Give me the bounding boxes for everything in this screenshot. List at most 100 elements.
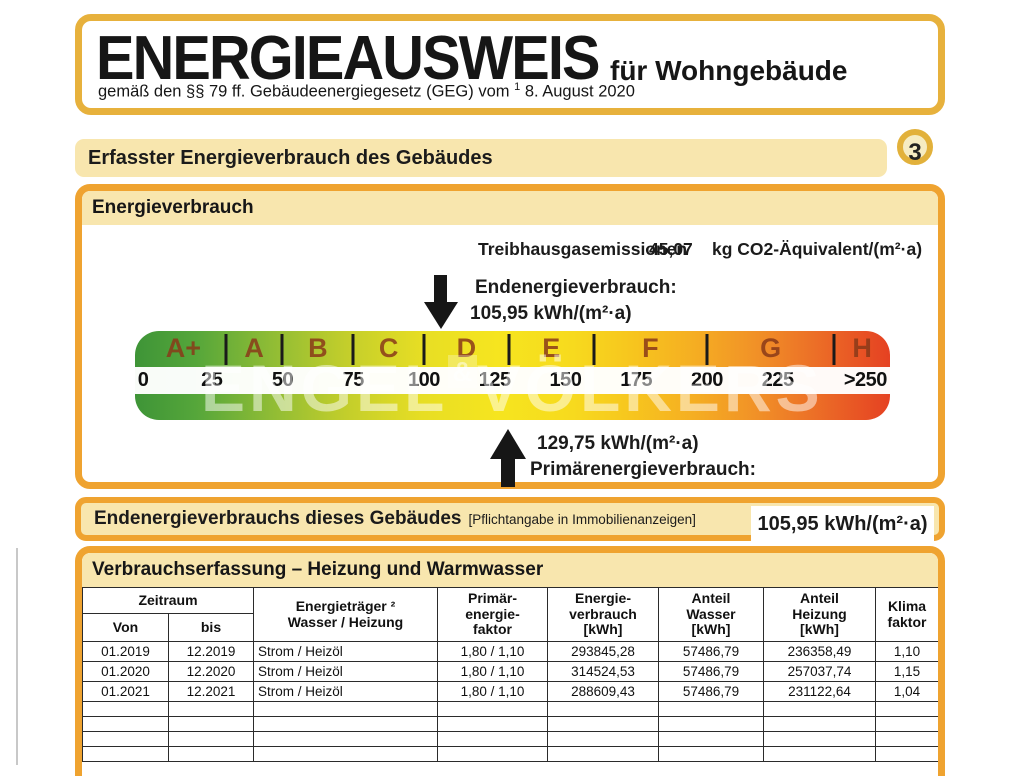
table-cell: 1,15	[875, 661, 938, 682]
arrow-stem	[434, 275, 448, 302]
scale-segment-divider	[832, 334, 836, 365]
end-energy-arrow-icon	[423, 275, 458, 329]
end-energy-value: 105,95 kWh/(m²·a)	[470, 303, 632, 324]
scale-segment-divider	[224, 334, 228, 365]
table-cell	[253, 701, 438, 717]
table-cell	[875, 716, 938, 732]
table-cell: Strom / Heizöl	[253, 681, 438, 702]
scale-letter-d: D	[456, 333, 477, 363]
scale-letter-f: F	[642, 333, 659, 363]
table-cell: Strom / Heizöl	[253, 641, 438, 662]
scale-letter-band: A+ A B C D E F G H	[135, 331, 890, 367]
table-row: 01.2021 12.2021 Strom / Heizöl 1,80 / 1,10 2…	[82, 681, 938, 702]
scale-letter-b: B	[308, 333, 328, 363]
scale-letter-e: E	[542, 333, 561, 363]
law-reference: gemäß den §§ 79 ff. Gebäudeenergiegesetz…	[98, 81, 635, 102]
table-cell	[763, 746, 876, 762]
page-number: 3	[908, 139, 922, 166]
table-cell: 236358,49	[763, 641, 876, 662]
table-cell	[168, 701, 254, 717]
table-cell: 01.2019	[82, 641, 169, 662]
scale-tick-label: 100	[408, 369, 440, 391]
watermark-ampersand: &	[448, 355, 477, 388]
scale-tick-label: 200	[690, 369, 723, 391]
table-cell	[437, 746, 548, 762]
table-cell	[658, 746, 764, 762]
table-cell	[82, 701, 169, 717]
end-energy-summary-bar: Endenergieverbrauchs dieses Gebäudes [Pf…	[75, 497, 945, 542]
table-cell: 12.2019	[168, 641, 254, 662]
table-cell	[82, 746, 169, 762]
end-energy-value-box: 105,95 kWh/(m²·a)	[751, 506, 934, 542]
law-footnote-marker: 1	[514, 81, 521, 93]
arrow-head	[490, 429, 527, 459]
table-cell	[547, 746, 659, 762]
scale-tick-label: 25	[201, 369, 223, 391]
primary-energy-arrow-icon	[490, 429, 527, 487]
table-cell	[168, 716, 254, 732]
greenhouse-gas-line: Treibhausgasemissionen 45,07 kg CO2-Äqui…	[82, 239, 938, 261]
watermark-text-right: VÖLKERS	[476, 351, 824, 420]
col-header-zeitraum: Zeitraum	[82, 587, 254, 614]
table-cell: 288609,43	[547, 681, 659, 702]
page-number-badge: 3	[897, 129, 933, 166]
scale-segment-divider	[351, 334, 355, 365]
table-cell	[547, 701, 659, 717]
scale-tick-label: 125	[478, 369, 511, 391]
table-cell	[253, 731, 438, 747]
panel-title-strip: Energieverbrauch	[82, 191, 938, 225]
scale-segment-divider	[705, 334, 709, 365]
scale-letter-c: C	[378, 333, 399, 363]
energy-efficiency-scale: 0 25 50 75 100 125 150 175 200 225 >250 A+ A B C D E F G H…	[135, 331, 890, 420]
table-cell	[658, 701, 764, 717]
scale-segment-divider	[422, 334, 426, 365]
document-title: ENERGIEAUSWEIS	[96, 24, 600, 93]
watermark-text-left: ENGEL	[201, 351, 449, 420]
scale-segment-divider	[507, 334, 511, 365]
scale-number-strip: 0 25 50 75 100 125 150 175 200 225 >250	[135, 367, 890, 394]
scale-letter-g: G	[760, 333, 782, 363]
table-cell	[437, 731, 548, 747]
scale-tick-label: 50	[271, 369, 294, 391]
table-row: 01.2020 12.2020 Strom / Heizöl 1,80 / 1,10 3…	[82, 661, 938, 682]
scale-letter-a: A	[244, 333, 264, 363]
table-cell	[437, 716, 548, 732]
panel-title-strip: Verbrauchserfassung – Heizung und Warmwa…	[82, 553, 938, 587]
table-cell	[168, 731, 254, 747]
table-cell: 1,04	[875, 681, 938, 702]
table-row: 01.2019 12.2019 Strom / Heizöl 1,80 / 1,10 2…	[82, 641, 938, 662]
document-header: ENERGIEAUSWEIS für Wohngebäude gemäß den…	[75, 14, 945, 115]
table-cell	[547, 716, 659, 732]
col-header-energietraeger: Energieträger ² Wasser / Heizung	[253, 587, 438, 642]
col-header-anteil-heizung: Anteil Heizung [kWh]	[763, 587, 876, 642]
table-cell: 231122,64	[763, 681, 876, 702]
table-cell: Strom / Heizöl	[253, 661, 438, 682]
table-cell	[253, 746, 438, 762]
table-cell	[82, 716, 169, 732]
table-cell: 1,80 / 1,10	[437, 641, 548, 662]
scale-segment-divider	[280, 334, 284, 365]
table-cell	[763, 731, 876, 747]
table-cell	[82, 731, 169, 747]
col-header-primaerfaktor: Primär- energie- faktor	[437, 587, 548, 642]
table-cell: 314524,53	[547, 661, 659, 682]
table-cell: 1,10	[875, 641, 938, 662]
table-cell: 1,80 / 1,10	[437, 681, 548, 702]
col-header-energieverbrauch: Energie- verbrauch [kWh]	[547, 587, 659, 642]
col-header-von: Von	[82, 613, 169, 642]
end-energy-label: Endenergieverbrauch:	[475, 277, 677, 298]
table-cell: 01.2020	[82, 661, 169, 682]
scale-tick-label: >250	[843, 369, 888, 391]
scale-tick-label: 225	[761, 369, 794, 391]
table-cell: 57486,79	[658, 661, 764, 682]
ghg-value: 45,07	[649, 239, 693, 259]
section-title-bar: Erfasster Energieverbrauch des Gebäudes	[75, 139, 887, 177]
ghg-label: Treibhausgasemissionen	[478, 239, 688, 259]
table-cell: 57486,79	[658, 641, 764, 662]
table-row-empty	[82, 716, 938, 732]
table-title: Verbrauchserfassung – Heizung und Warmwa…	[92, 559, 544, 580]
table-row-empty	[82, 731, 938, 747]
scale-segment-divider	[592, 334, 596, 365]
table-cell	[547, 731, 659, 747]
